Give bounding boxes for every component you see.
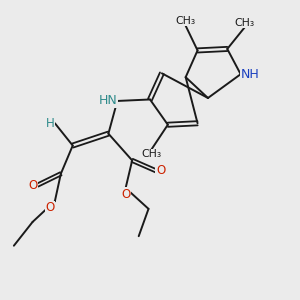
Text: CH₃: CH₃ <box>235 17 255 28</box>
Text: H: H <box>46 117 55 130</box>
Text: CH₃: CH₃ <box>141 149 161 159</box>
Text: O: O <box>156 164 165 177</box>
Text: CH₃: CH₃ <box>176 16 196 26</box>
Text: O: O <box>121 188 130 201</box>
Text: NH: NH <box>241 68 260 81</box>
Text: O: O <box>46 201 55 214</box>
Text: HN: HN <box>99 94 117 107</box>
Text: O: O <box>28 178 38 192</box>
